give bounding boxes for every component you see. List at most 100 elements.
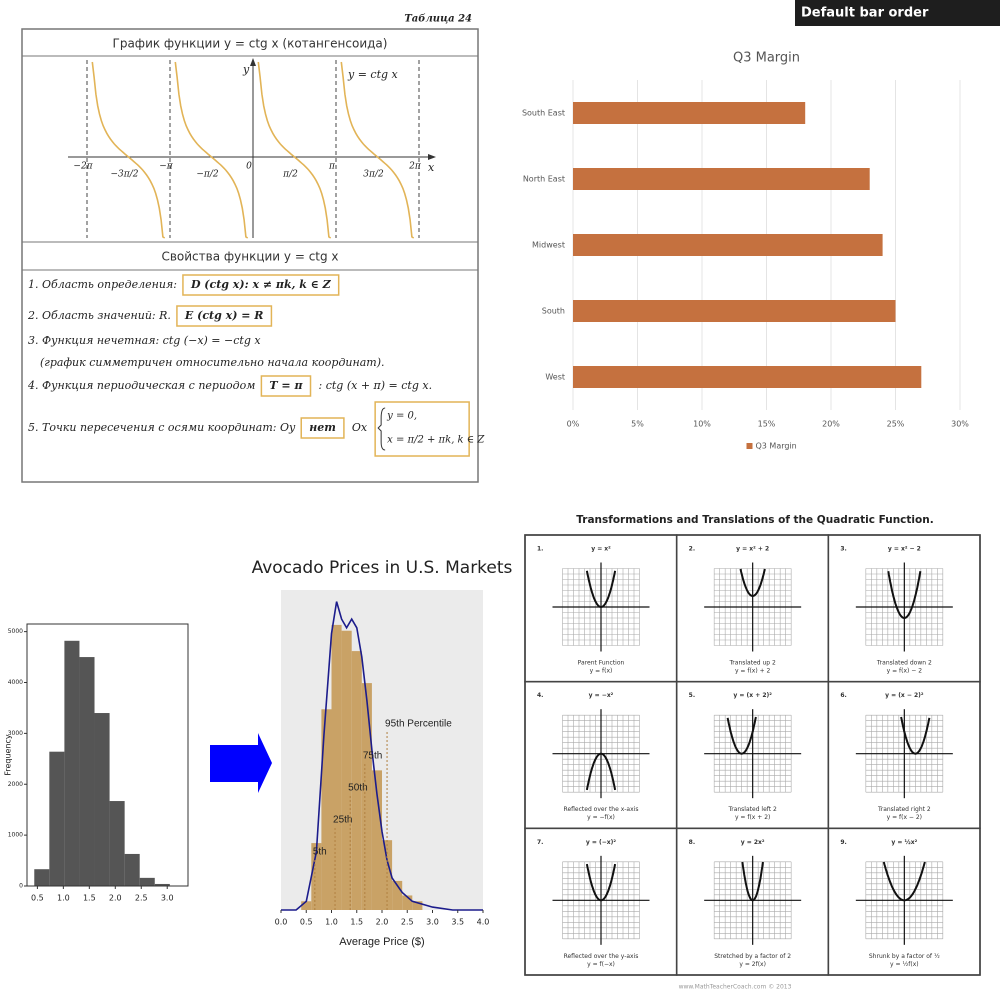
histogram-bar bbox=[49, 751, 65, 886]
cell-number: 8. bbox=[689, 839, 695, 846]
parabola bbox=[739, 568, 766, 598]
cell-equation: y = x² + 2 bbox=[736, 546, 769, 553]
x-tick-label: 25% bbox=[887, 420, 905, 429]
histogram-bar bbox=[154, 883, 170, 886]
cell-equation: y = −x² bbox=[589, 692, 614, 699]
bar bbox=[573, 366, 922, 388]
property-after: : ctg (x + π) = ctg x. bbox=[319, 379, 433, 392]
parabola bbox=[585, 570, 617, 609]
property-box-text: T = π bbox=[269, 379, 303, 392]
cell-number: 2. bbox=[689, 546, 695, 553]
legend-label: Q3 Margin bbox=[756, 442, 797, 451]
y-tick-label: 0 bbox=[19, 883, 23, 890]
parabola bbox=[585, 863, 617, 902]
cot-curve bbox=[174, 61, 249, 239]
y-tick-label: 2000 bbox=[8, 781, 23, 788]
cell-equation: y = 2x² bbox=[741, 839, 765, 846]
property-box-text: E (ctg x) = R bbox=[184, 309, 264, 322]
histogram-bar bbox=[34, 869, 50, 886]
x-tick-label: 15% bbox=[758, 420, 776, 429]
cell-caption: Reflected over the x-axis bbox=[564, 806, 639, 813]
properties: 1. Область определения: D (ctg x): x ≠ πk… bbox=[27, 274, 485, 457]
graph-title: График функции y = ctg x (котангенсоида) bbox=[113, 37, 388, 51]
cell-rule: y = f(x) + 2 bbox=[735, 668, 771, 675]
cell-equation: y = (x + 2)² bbox=[733, 692, 772, 699]
x-label: −3π/2 bbox=[111, 170, 139, 180]
histogram-bar bbox=[331, 624, 342, 910]
histogram-bar bbox=[94, 713, 110, 886]
cell-number: 5. bbox=[689, 692, 695, 699]
parabola bbox=[741, 861, 764, 902]
cell-rule: y = −f(x) bbox=[587, 814, 615, 821]
parabola bbox=[887, 571, 922, 620]
x-tick-label: 1.0 bbox=[325, 918, 338, 927]
bar bbox=[573, 102, 806, 124]
x-label: 3π/2 bbox=[363, 170, 384, 180]
property-box-text: нет bbox=[309, 421, 336, 434]
worksheet-title: Transformations and Translations of the … bbox=[576, 514, 933, 526]
percentile-label: 5th bbox=[313, 847, 327, 858]
property-box-text: D (ctg x): x ≠ πk, k ∈ Z bbox=[190, 278, 332, 291]
y-tick-label: West bbox=[545, 373, 565, 382]
density-line bbox=[281, 601, 483, 911]
property-box bbox=[182, 274, 340, 296]
cot-curve bbox=[340, 61, 415, 239]
histogram-bar bbox=[402, 895, 413, 910]
system-brace bbox=[377, 407, 386, 451]
x-label: −2π bbox=[73, 162, 93, 172]
cell-rule: y = f(x) bbox=[590, 668, 613, 675]
histogram-bar bbox=[351, 651, 362, 910]
x-tick-label: 3.0 bbox=[426, 918, 439, 927]
cell-equation: y = x² bbox=[591, 546, 611, 553]
histogram-bar bbox=[341, 630, 352, 910]
x-tick-label: 0.5 bbox=[31, 894, 44, 903]
x-tick-label: 2.0 bbox=[376, 918, 389, 927]
axis-y-label: y bbox=[242, 63, 250, 76]
histogram-bar bbox=[139, 877, 155, 886]
percentile-label: 50th bbox=[348, 783, 367, 794]
curve-label: y = ctg x bbox=[347, 68, 399, 81]
property-box bbox=[300, 417, 345, 439]
cell-rule: y = f(−x) bbox=[587, 961, 615, 968]
parabola bbox=[900, 716, 931, 755]
x-label: −π/2 bbox=[196, 170, 218, 180]
x-label: −π bbox=[159, 162, 174, 172]
x-tick-label: 1.0 bbox=[57, 894, 70, 903]
property-after: Ox bbox=[352, 421, 368, 434]
bar bbox=[573, 168, 870, 190]
cell-caption: Stretched by a factor of 2 bbox=[714, 953, 791, 960]
cell-caption: Translated right 2 bbox=[877, 806, 931, 813]
y-tick-label: 3000 bbox=[8, 730, 23, 737]
chart-title: Q3 Margin bbox=[733, 51, 800, 66]
property: 3. Функция нечетная: ctg (−x) = −ctg x bbox=[28, 334, 261, 347]
histogram-bar bbox=[64, 640, 80, 886]
x-tick-label: 0% bbox=[567, 420, 580, 429]
cell-rule: y = ½f(x) bbox=[890, 961, 919, 968]
x-tick-label: 0.0 bbox=[275, 918, 288, 927]
x-tick-label: 4.0 bbox=[477, 918, 490, 927]
quadratic-worksheet: Transformations and Translations of the … bbox=[524, 514, 981, 991]
histogram-bar bbox=[412, 901, 423, 910]
x-tick-label: 30% bbox=[951, 420, 969, 429]
y-tick-label: 4000 bbox=[8, 679, 23, 686]
cell-caption: Shrunk by a factor of ½ bbox=[869, 953, 940, 960]
x-label: π bbox=[328, 162, 336, 172]
plot-frame bbox=[26, 623, 189, 887]
x-tick-label: 2.5 bbox=[401, 918, 414, 927]
x-tick-label: 0.5 bbox=[300, 918, 313, 927]
properties-title: Свойства функции y = ctg x bbox=[161, 250, 338, 264]
worksheet-footer: www.MathTeacherCoach.com © 2013 bbox=[679, 984, 792, 991]
axis-x-label: x bbox=[428, 161, 435, 174]
y-tick-label: 5000 bbox=[8, 628, 23, 635]
percentile-label: 95th Percentile bbox=[385, 719, 452, 730]
histogram-bar bbox=[79, 657, 95, 886]
parabola bbox=[882, 861, 926, 902]
y-tick-label: North East bbox=[523, 175, 565, 184]
histogram-bar bbox=[311, 843, 322, 910]
legend-swatch bbox=[746, 443, 753, 449]
property: 1. Область определения: bbox=[28, 278, 177, 291]
histogram-bar bbox=[371, 770, 382, 910]
y-tick-label: 1000 bbox=[8, 832, 23, 839]
percentile-label: 25th bbox=[333, 815, 352, 826]
x-tick-label: 1.5 bbox=[83, 894, 96, 903]
